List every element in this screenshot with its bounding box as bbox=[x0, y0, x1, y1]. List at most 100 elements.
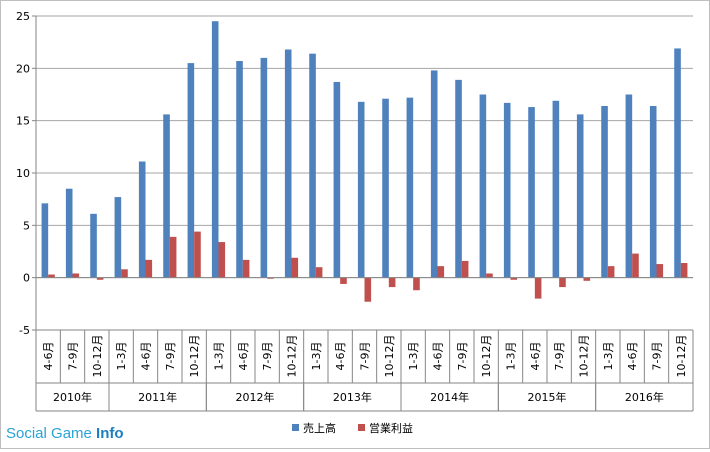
legend-swatch bbox=[292, 424, 299, 431]
bar-revenue bbox=[236, 61, 243, 278]
bar-revenue bbox=[576, 114, 584, 278]
bar-revenue bbox=[333, 81, 341, 278]
watermark-text-social-game: Social Game bbox=[6, 425, 97, 442]
axis-labels: -5 0 5 10 15 20 25 4-6月 7-9月 10-12月 1-3月 4-6月 7-9月 10… bbox=[16, 10, 688, 404]
bar-revenue bbox=[211, 21, 219, 278]
x-tick-label: 7-9月 bbox=[261, 342, 274, 371]
bar-revenue bbox=[65, 188, 73, 278]
bar-revenue bbox=[674, 48, 681, 278]
bar-operating-profit bbox=[413, 277, 420, 291]
year-group-label: 2013年 bbox=[333, 390, 372, 404]
bar-operating-profit bbox=[242, 259, 250, 278]
x-tick-label: 1-3月 bbox=[310, 342, 323, 371]
x-tick-label: 1-3月 bbox=[505, 342, 518, 371]
year-group-label: 2012年 bbox=[236, 390, 275, 404]
bar-revenue bbox=[649, 106, 657, 278]
x-tick-label: 10-12月 bbox=[675, 335, 688, 378]
x-tick-label: 7-9月 bbox=[456, 342, 469, 371]
x-tick-label: 7-9月 bbox=[164, 342, 177, 371]
x-tick-label: 10-12月 bbox=[188, 335, 201, 378]
x-tick-label: 4-6月 bbox=[42, 342, 55, 371]
bar-operating-profit bbox=[680, 263, 688, 278]
year-group-label: 2016年 bbox=[625, 390, 664, 404]
bar-operating-profit bbox=[656, 264, 664, 278]
x-tick-label: 7-9月 bbox=[359, 342, 372, 371]
bar-revenue bbox=[90, 213, 97, 278]
bar-revenue bbox=[114, 197, 122, 278]
bar-operating-profit bbox=[632, 253, 639, 278]
bar-operating-profit bbox=[437, 266, 445, 278]
bar-revenue bbox=[138, 161, 146, 278]
x-tick-label: 1-3月 bbox=[407, 342, 420, 371]
x-tick-label: 1-3月 bbox=[115, 342, 128, 371]
bar-operating-profit bbox=[218, 242, 226, 278]
watermark-logo: Social Game Info bbox=[6, 424, 124, 444]
bar-revenue bbox=[309, 53, 316, 278]
bar-operating-profit bbox=[534, 277, 542, 299]
y-tick-label: 15 bbox=[16, 115, 30, 128]
axes bbox=[32, 15, 694, 412]
x-tick-label: 4-6月 bbox=[140, 342, 153, 371]
x-tick-label: 4-6月 bbox=[334, 342, 347, 371]
bar-revenue bbox=[479, 94, 487, 278]
x-tick-label: 10-12月 bbox=[383, 335, 396, 378]
bar-operating-profit bbox=[291, 257, 299, 278]
y-tick-label: 0 bbox=[23, 272, 30, 285]
bar-revenue bbox=[406, 97, 414, 278]
bar-revenue bbox=[552, 100, 560, 278]
x-tick-label: 7-9月 bbox=[651, 342, 664, 371]
x-tick-label: 10-12月 bbox=[286, 335, 299, 378]
bar-revenue bbox=[601, 106, 608, 278]
y-tick-label: 5 bbox=[23, 219, 30, 232]
bar-operating-profit bbox=[267, 277, 274, 279]
x-tick-label: 10-12月 bbox=[91, 335, 104, 378]
y-tick-label: 25 bbox=[16, 10, 30, 23]
bar-operating-profit bbox=[559, 277, 566, 288]
bars bbox=[41, 21, 688, 302]
bar-operating-profit bbox=[364, 277, 372, 302]
bar-operating-profit bbox=[486, 273, 493, 278]
bar-revenue bbox=[357, 101, 365, 278]
bar-operating-profit bbox=[169, 236, 177, 278]
year-group-label: 2014年 bbox=[430, 390, 469, 404]
legend: 売上高 営業利益 bbox=[292, 421, 413, 435]
y-tick-label: 20 bbox=[16, 62, 30, 75]
bar-revenue bbox=[284, 49, 292, 278]
x-tick-label: 4-6月 bbox=[432, 342, 445, 371]
bar-operating-profit bbox=[461, 260, 469, 278]
bar-operating-profit bbox=[510, 277, 518, 280]
year-group-label: 2015年 bbox=[528, 390, 567, 404]
bar-operating-profit bbox=[72, 273, 80, 278]
x-tick-label: 4-6月 bbox=[237, 342, 250, 371]
bar-revenue bbox=[41, 203, 49, 278]
x-tick-label: 7-9月 bbox=[67, 342, 80, 371]
bar-revenue bbox=[187, 63, 195, 278]
bar-operating-profit bbox=[583, 277, 591, 281]
x-tick-label: 4-6月 bbox=[626, 342, 639, 371]
x-tick-label: 4-6月 bbox=[529, 342, 542, 371]
bar-operating-profit bbox=[315, 267, 323, 278]
bar-operating-profit bbox=[96, 277, 104, 280]
bar-revenue bbox=[503, 102, 511, 278]
x-tick-label: 1-3月 bbox=[602, 342, 615, 371]
y-tick-label: -5 bbox=[19, 324, 30, 337]
bar-revenue bbox=[528, 107, 535, 278]
bar-operating-profit bbox=[121, 269, 128, 278]
bar-operating-profit bbox=[340, 277, 347, 284]
x-tick-label: 10-12月 bbox=[480, 335, 493, 378]
legend-label: 売上高 bbox=[303, 421, 336, 435]
y-tick-label: 10 bbox=[16, 167, 30, 180]
x-tick-label: 1-3月 bbox=[213, 342, 226, 371]
bar-revenue bbox=[625, 94, 633, 278]
legend-swatch bbox=[358, 424, 365, 431]
bar-revenue bbox=[455, 79, 462, 278]
bar-operating-profit bbox=[388, 277, 396, 288]
legend-label: 営業利益 bbox=[369, 421, 413, 435]
bar-revenue bbox=[260, 57, 268, 278]
x-tick-label: 10-12月 bbox=[578, 335, 591, 378]
bar-revenue bbox=[382, 98, 389, 278]
bar-operating-profit bbox=[48, 274, 55, 278]
bar-operating-profit bbox=[194, 231, 201, 278]
